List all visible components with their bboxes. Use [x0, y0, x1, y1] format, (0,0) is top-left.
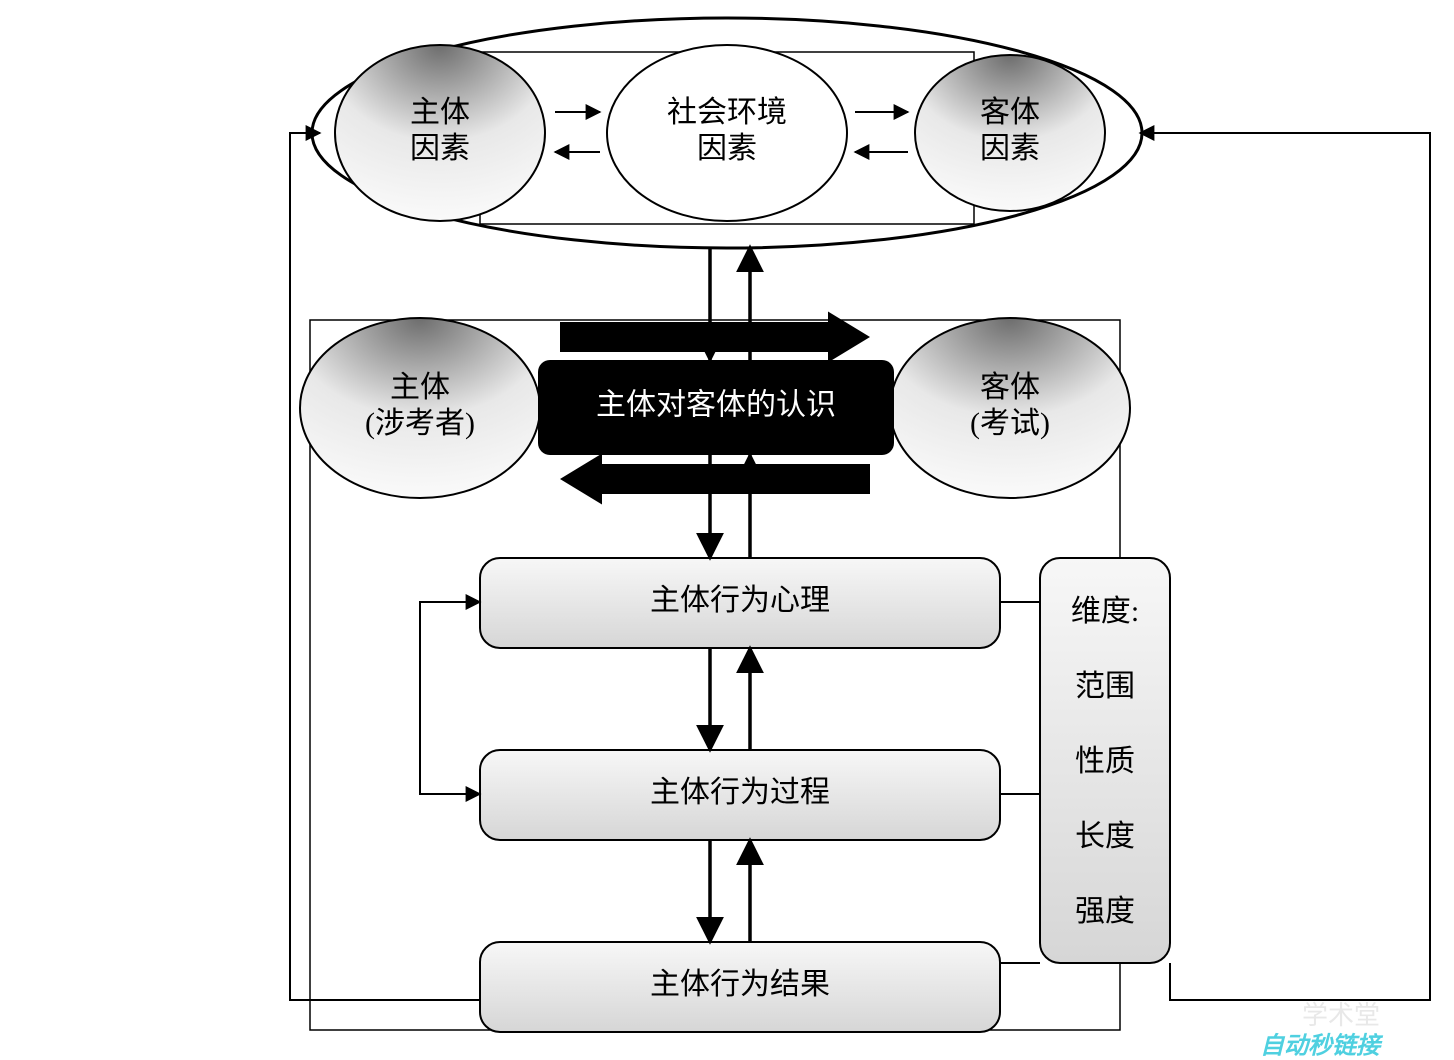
dimension-line-1: 范围 — [1075, 670, 1135, 703]
flowchart-diagram: 主体因素社会环境因素客体因素主体(涉考者)客体(考试)主体对客体的认识主体行为心… — [0, 0, 1454, 1060]
thick-arrow-right — [560, 312, 870, 363]
dimension-line-4: 强度 — [1075, 895, 1135, 928]
node-behavior-psych-label: 主体行为心理 — [650, 584, 830, 617]
feedback-left-inner — [420, 602, 480, 794]
thick-arrow-left — [560, 454, 870, 505]
node-object-exam-line1: 客体 — [980, 371, 1040, 404]
node-subject-involved-line1: 主体 — [390, 371, 450, 404]
node-object-factor-line2: 因素 — [980, 132, 1040, 165]
node-social-env-line2: 因素 — [697, 132, 757, 165]
node-subject-factor-line2: 因素 — [410, 132, 470, 165]
watermark-2: 自动秒链接 — [1260, 1033, 1384, 1060]
node-object-factor-line1: 客体 — [980, 96, 1040, 129]
node-behavior-process-label: 主体行为过程 — [650, 776, 830, 809]
node-social-env-line1: 社会环境 — [667, 96, 787, 129]
node-subject-factor-line1: 主体 — [410, 96, 470, 129]
watermark-1: 学术堂 — [1302, 1001, 1380, 1030]
dimension-line-2: 性质 — [1075, 745, 1135, 778]
node-behavior-result-label: 主体行为结果 — [650, 968, 830, 1001]
dimension-line-3: 长度 — [1075, 820, 1135, 853]
node-subject-involved-line2: (涉考者) — [365, 407, 475, 440]
feedback-left-outer — [290, 133, 480, 1000]
node-object-exam-line2: (考试) — [970, 407, 1050, 440]
feedback-right-outer — [1140, 133, 1430, 1000]
dimension-line-0: 维度: — [1071, 595, 1139, 628]
node-cognition-label: 主体对客体的认识 — [596, 388, 836, 421]
